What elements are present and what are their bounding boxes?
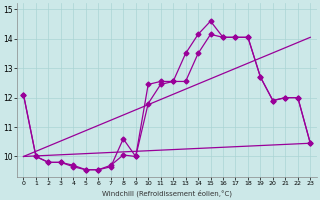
X-axis label: Windchill (Refroidissement éolien,°C): Windchill (Refroidissement éolien,°C): [102, 189, 232, 197]
